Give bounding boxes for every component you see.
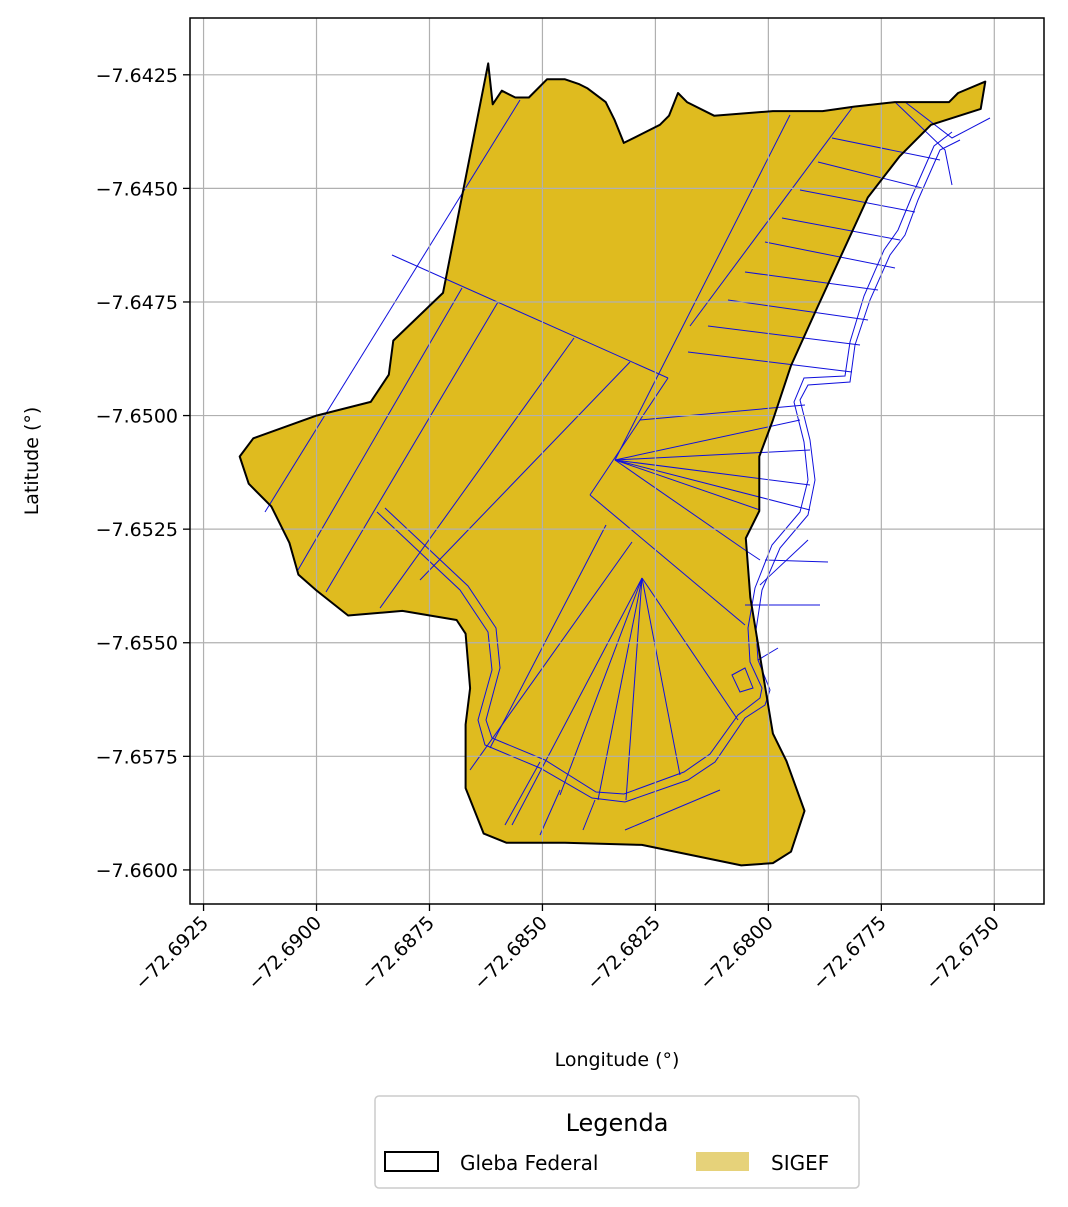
parcel-boundary bbox=[391, 254, 669, 379]
legend: Legenda Gleba Federal SIGEF bbox=[374, 1095, 860, 1189]
x-tick-label: −72.6825 bbox=[583, 912, 665, 994]
parcel-boundary bbox=[817, 161, 923, 189]
small-parcel bbox=[731, 667, 754, 693]
y-axis-label: Latitude (°) bbox=[21, 407, 43, 516]
y-tick-label: −7.6600 bbox=[96, 860, 178, 882]
parcel-boundary bbox=[641, 577, 681, 776]
parcel-boundary bbox=[744, 271, 879, 291]
parcel-boundary bbox=[641, 577, 739, 721]
parcel-boundary bbox=[469, 541, 633, 771]
legend-label-gleba-federal: Gleba Federal bbox=[460, 1151, 598, 1175]
parcel-boundary bbox=[614, 459, 761, 511]
x-axis-ticks: −72.6925 −72.6900 −72.6875 −72.6850 −72.6825… bbox=[131, 904, 1004, 994]
y-tick-label: −7.6550 bbox=[96, 633, 178, 655]
parcel-boundary bbox=[539, 789, 561, 836]
parcel-boundary bbox=[297, 287, 463, 571]
parcel-boundary bbox=[582, 799, 596, 831]
legend-label-sigef: SIGEF bbox=[771, 1151, 829, 1175]
y-axis-ticks: −7.6425 −7.6450 −7.6475 −7.6500 −7.6525 −7.65… bbox=[96, 65, 190, 882]
x-tick-label: −72.6850 bbox=[470, 912, 552, 994]
axes-frame bbox=[189, 17, 1045, 905]
parcel-boundary bbox=[764, 241, 896, 269]
parcel-boundary bbox=[689, 107, 853, 327]
parcel-boundary bbox=[614, 459, 746, 551]
road-corridor-boundary bbox=[894, 101, 953, 186]
parcel-boundary bbox=[597, 577, 643, 801]
parcel-boundary bbox=[799, 189, 916, 213]
parcel-boundary bbox=[379, 337, 575, 609]
parcel-boundary bbox=[511, 577, 643, 826]
parcel-boundary bbox=[325, 301, 499, 593]
sigef-parcels-fill bbox=[239, 63, 986, 866]
parcel-boundary bbox=[614, 449, 811, 461]
parcel-boundary bbox=[727, 299, 869, 321]
parcel-boundary bbox=[589, 494, 746, 626]
x-tick-label: −72.6900 bbox=[244, 912, 326, 994]
parcel-boundary bbox=[489, 524, 607, 749]
parcel-boundary bbox=[831, 137, 941, 161]
parcel-boundary bbox=[625, 577, 643, 801]
legend-swatch-gleba-federal bbox=[384, 1151, 439, 1172]
x-tick-label: −72.6925 bbox=[131, 912, 213, 994]
y-tick-label: −7.6575 bbox=[96, 746, 178, 768]
parcel-boundary bbox=[781, 217, 901, 241]
y-tick-label: −7.6500 bbox=[96, 406, 178, 428]
parcel-boundary bbox=[707, 325, 861, 346]
parcel-boundary bbox=[264, 99, 521, 513]
y-tick-label: −7.6525 bbox=[96, 519, 178, 541]
parcel-boundary bbox=[614, 459, 811, 511]
y-tick-label: −7.6475 bbox=[96, 292, 178, 314]
gleba-federal-outline bbox=[238, 62, 987, 867]
sigef-parcel-boundaries bbox=[264, 99, 991, 836]
road-corridor-boundary bbox=[384, 131, 953, 795]
parcel-boundary bbox=[624, 789, 721, 831]
road-corridor-boundary bbox=[904, 101, 991, 139]
parcel-boundary bbox=[614, 114, 791, 461]
parcel-boundary bbox=[504, 761, 541, 826]
legend-title: Legenda bbox=[566, 1109, 669, 1137]
y-tick-label: −7.6425 bbox=[96, 65, 178, 87]
parcel-boundary bbox=[764, 559, 829, 563]
parcel-boundary bbox=[614, 419, 801, 461]
legend-swatch-sigef bbox=[696, 1152, 749, 1171]
gridlines bbox=[190, 18, 1044, 904]
x-tick-label: −72.6750 bbox=[921, 912, 1003, 994]
x-tick-label: −72.6875 bbox=[357, 912, 439, 994]
x-axis-label: Longitude (°) bbox=[555, 1049, 680, 1071]
y-tick-label: −7.6450 bbox=[96, 178, 178, 200]
parcel-boundary bbox=[559, 577, 643, 796]
parcel-boundary bbox=[419, 361, 631, 581]
x-tick-label: −72.6800 bbox=[696, 912, 778, 994]
x-tick-label: −72.6775 bbox=[808, 912, 890, 994]
parcel-boundary bbox=[614, 459, 811, 486]
parcel-boundary bbox=[687, 351, 853, 373]
